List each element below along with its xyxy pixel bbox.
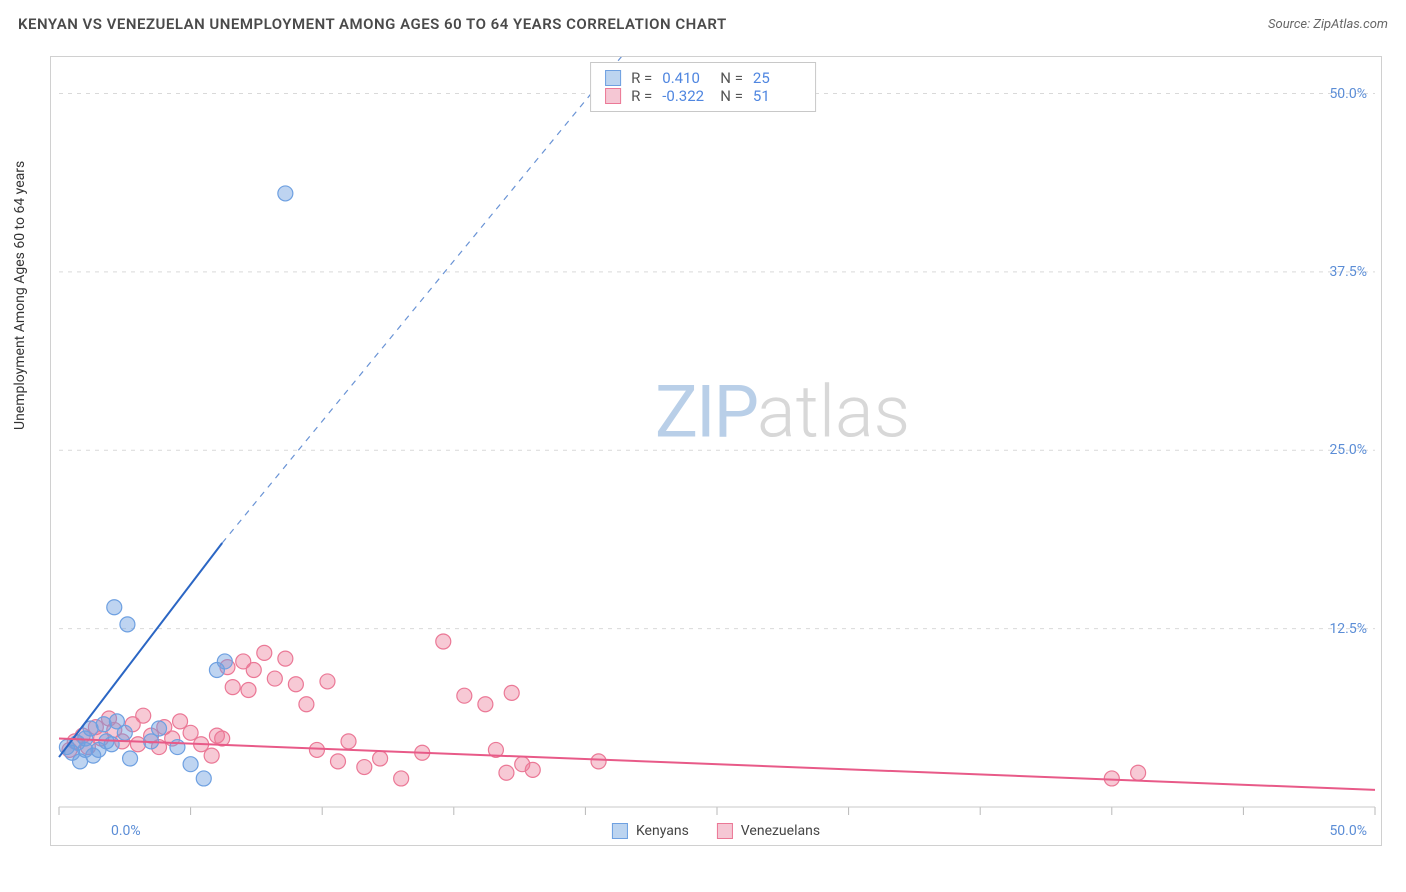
stats-swatch-kenyans: [605, 70, 621, 86]
stats-r-label: R =: [631, 69, 652, 87]
chart-title: KENYAN VS VENEZUELAN UNEMPLOYMENT AMONG …: [18, 15, 727, 33]
legend-label-venezuelans: Venezuelans: [741, 823, 820, 839]
stats-n-label: N =: [720, 69, 743, 87]
swatch-venezuelans: [717, 823, 733, 839]
stats-n-label-2: N =: [720, 87, 743, 105]
stats-n-venezuelans: 51: [753, 87, 801, 105]
source-attribution: Source: ZipAtlas.com: [1268, 17, 1388, 32]
scatter-svg: [51, 57, 1381, 845]
stats-box: R = 0.410 N = 25 R = -0.322 N = 51: [590, 62, 816, 112]
swatch-kenyans: [612, 823, 628, 839]
y-tick-label: 37.5%: [1329, 264, 1367, 280]
stats-swatch-venezuelans: [605, 88, 621, 104]
plot-area: ZIPatlas 0.0% 50.0% Kenyans Venezuelans …: [50, 56, 1382, 846]
y-axis-label: Unemployment Among Ages 60 to 64 years: [12, 161, 28, 430]
x-axis-max-label: 50.0%: [1329, 823, 1367, 839]
stats-r-kenyans: 0.410: [662, 69, 710, 87]
stats-r-venezuelans: -0.322: [662, 87, 710, 105]
legend-item-venezuelans: Venezuelans: [717, 823, 820, 839]
legend-item-kenyans: Kenyans: [612, 823, 689, 839]
legend-label-kenyans: Kenyans: [636, 823, 689, 839]
stats-r-label-2: R =: [631, 87, 652, 105]
stats-row-kenyans: R = 0.410 N = 25: [605, 69, 801, 87]
x-axis-min-label: 0.0%: [111, 823, 141, 839]
stats-n-kenyans: 25: [753, 69, 801, 87]
y-tick-label: 50.0%: [1329, 86, 1367, 102]
stats-row-venezuelans: R = -0.322 N = 51: [605, 87, 801, 105]
legend-bottom: Kenyans Venezuelans: [612, 823, 820, 839]
y-tick-label: 25.0%: [1329, 442, 1367, 458]
y-tick-label: 12.5%: [1329, 621, 1367, 637]
